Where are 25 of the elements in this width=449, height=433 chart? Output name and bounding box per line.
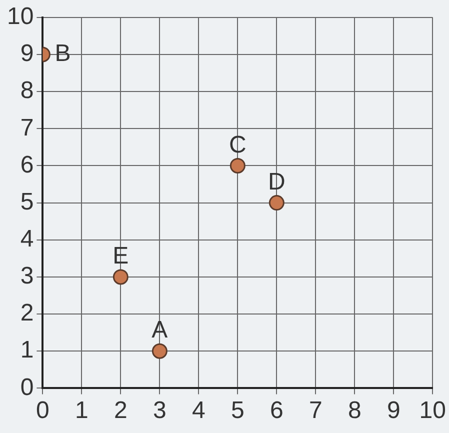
- x-tick-label: 7: [308, 397, 322, 424]
- y-tick-label: 5: [20, 188, 34, 216]
- y-tick-label: 6: [20, 151, 34, 178]
- y-tick-label: 1: [20, 336, 34, 364]
- x-tick-label: 6: [270, 397, 284, 424]
- y-tick-label: 4: [20, 226, 34, 253]
- point: [230, 158, 246, 174]
- y-tick-label: 7: [20, 114, 34, 142]
- y-tick-label: 8: [20, 77, 34, 104]
- point: [112, 269, 128, 285]
- x-tick-label: 5: [230, 397, 244, 424]
- y-tick-label: 2: [20, 300, 34, 327]
- x-tick-label: 2: [114, 397, 128, 424]
- point: [152, 343, 168, 359]
- x-tick-label: 3: [153, 397, 166, 424]
- x-tick-label: 9: [386, 397, 400, 424]
- x-tick-label: 4: [192, 397, 206, 424]
- y-tick-label: 0: [20, 374, 34, 401]
- x-tick-label: 8: [348, 397, 362, 424]
- y-tick-label: 9: [20, 40, 34, 68]
- y-tick-label: 10: [6, 3, 34, 30]
- x-tick-label: 1: [75, 397, 88, 424]
- point: [268, 195, 284, 211]
- x-tick-label: 10: [419, 397, 446, 424]
- y-tick-label: 3: [20, 262, 34, 290]
